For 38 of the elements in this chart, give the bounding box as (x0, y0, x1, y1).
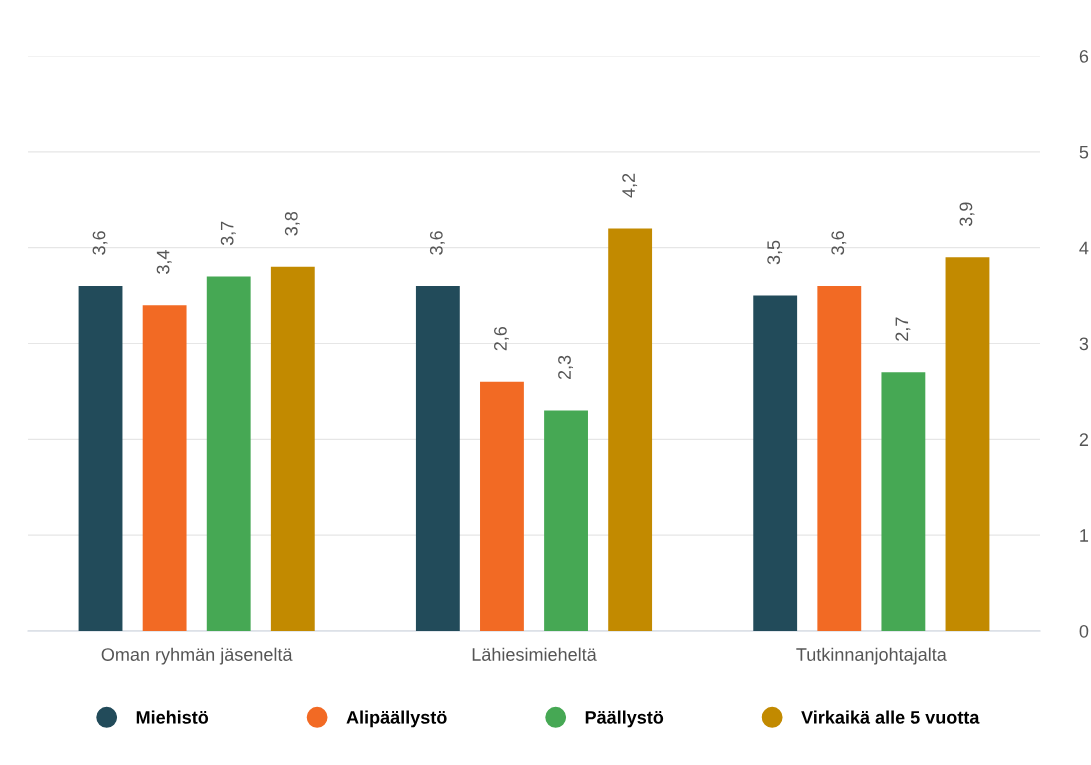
data-label: 3,4 (156, 250, 172, 274)
bar (753, 295, 798, 631)
bar (881, 372, 926, 631)
bar (945, 257, 990, 631)
bar (415, 286, 460, 631)
data-label: 3,6 (92, 231, 108, 255)
y-tick-label: 5 (1079, 145, 1089, 159)
bar (78, 286, 123, 631)
x-tick-label: Lähiesimieheltä (472, 647, 597, 661)
y-tick-label: 6 (1079, 49, 1089, 63)
legend-label: Alipäällystö (346, 710, 447, 728)
bar (142, 305, 187, 631)
data-label: 2,6 (494, 326, 509, 351)
data-label: 3,5 (767, 240, 783, 265)
bar (817, 286, 862, 631)
data-label: 3,9 (959, 202, 975, 227)
data-label: 4,2 (622, 173, 638, 198)
y-tick-label: 4 (1079, 241, 1089, 255)
x-tick-label: Tutkinnanjohtajalta (796, 647, 947, 665)
data-label: 2,3 (558, 355, 574, 380)
y-tick-label: 1 (1080, 529, 1089, 542)
bar (206, 276, 251, 631)
bar (270, 266, 315, 631)
data-label: 3,7 (220, 221, 236, 246)
bar (608, 228, 653, 631)
y-tick-label: 3 (1079, 337, 1089, 351)
bar (544, 410, 588, 631)
data-label: 3,6 (831, 231, 847, 255)
y-tick-label: 2 (1079, 433, 1089, 446)
data-label: 3,6 (429, 231, 445, 255)
legend-label: Miehistö (136, 710, 209, 724)
x-tick-label: Oman ryhmän jäseneltä (101, 647, 293, 665)
legend-label: Virkaikä alle 5 vuotta (801, 710, 980, 724)
y-tick-label: 0 (1079, 624, 1089, 638)
legend-label: Päällystö (585, 710, 664, 728)
data-label: 2,7 (895, 317, 911, 341)
data-label: 3,8 (284, 211, 300, 236)
bar (480, 381, 524, 631)
